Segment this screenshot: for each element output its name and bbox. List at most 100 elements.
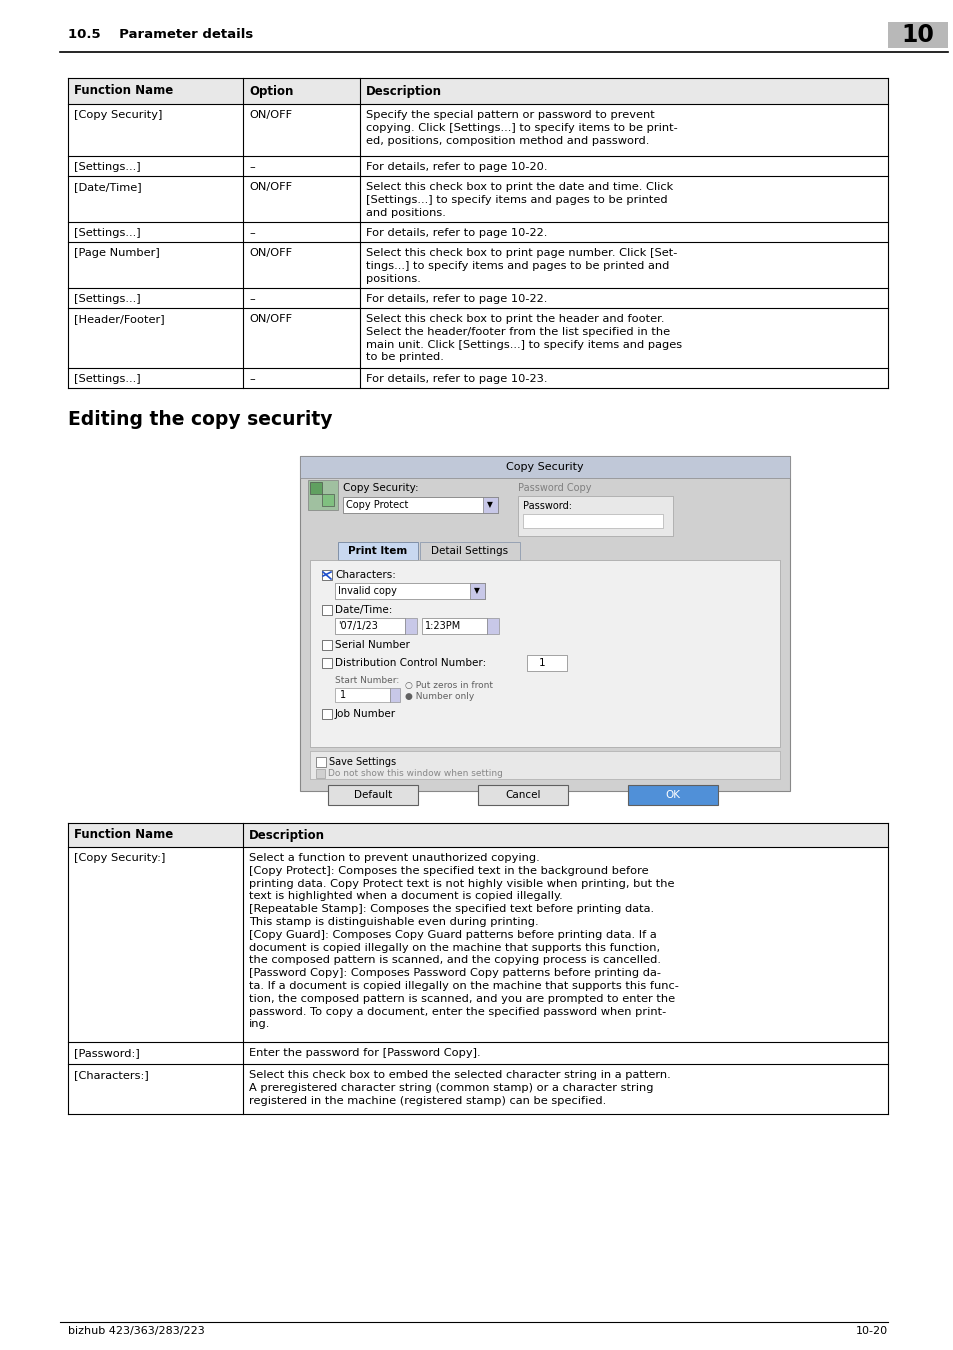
Text: [Date/Time]: [Date/Time] xyxy=(74,182,141,192)
Bar xyxy=(299,456,789,791)
Text: Select a function to prevent unauthorized copying.
[Copy Protect]: Composes the : Select a function to prevent unauthorize… xyxy=(249,853,679,1030)
Text: 10.5    Parameter details: 10.5 Parameter details xyxy=(68,28,253,42)
Text: [Settings...]: [Settings...] xyxy=(74,294,140,304)
Bar xyxy=(470,583,484,599)
Text: Copy Security: Copy Security xyxy=(506,462,583,472)
Text: Distribution Control Number:: Distribution Control Number: xyxy=(335,657,486,668)
Text: Select this check box to print the date and time. Click
[Settings...] to specify: Select this check box to print the date … xyxy=(366,182,673,217)
Text: Serial Number: Serial Number xyxy=(335,640,410,649)
Text: Job Number: Job Number xyxy=(335,709,395,720)
Text: For details, refer to page 10-22.: For details, refer to page 10-22. xyxy=(366,228,547,238)
Text: –: – xyxy=(249,162,254,171)
Text: [Header/Footer]: [Header/Footer] xyxy=(74,315,165,324)
Text: Copy Security:: Copy Security: xyxy=(343,483,418,493)
Text: Print Item: Print Item xyxy=(348,545,407,556)
Text: –: – xyxy=(249,374,254,383)
Bar xyxy=(322,605,332,616)
Bar xyxy=(522,514,662,528)
Text: ○ Put zeros in front: ○ Put zeros in front xyxy=(405,680,493,690)
Text: [Settings...]: [Settings...] xyxy=(74,162,140,171)
Bar xyxy=(421,618,486,634)
Text: Copy Protect: Copy Protect xyxy=(346,500,408,510)
Bar xyxy=(887,22,947,49)
Text: Function Name: Function Name xyxy=(74,85,173,97)
Text: 1:23PM: 1:23PM xyxy=(424,621,460,630)
Bar xyxy=(482,497,497,513)
Text: ON/OFF: ON/OFF xyxy=(249,315,292,324)
Text: [Settings...]: [Settings...] xyxy=(74,228,140,238)
Text: ● Number only: ● Number only xyxy=(405,693,474,701)
Text: –: – xyxy=(249,228,254,238)
Text: Enter the password for [Password Copy].: Enter the password for [Password Copy]. xyxy=(249,1048,480,1058)
Bar xyxy=(315,769,325,778)
Bar xyxy=(310,751,780,779)
Text: [Password:]: [Password:] xyxy=(74,1048,139,1058)
Text: OK: OK xyxy=(665,790,679,801)
Text: Cancel: Cancel xyxy=(505,790,540,801)
Text: Select this check box to print the header and footer.
Select the header/footer f: Select this check box to print the heade… xyxy=(366,315,681,362)
Text: Date/Time:: Date/Time: xyxy=(335,605,392,616)
Bar xyxy=(322,494,334,506)
Text: For details, refer to page 10-20.: For details, refer to page 10-20. xyxy=(366,162,547,171)
Bar xyxy=(526,655,566,671)
Text: Specify the special pattern or password to prevent
copying. Click [Settings...] : Specify the special pattern or password … xyxy=(366,109,677,146)
Text: [Page Number]: [Page Number] xyxy=(74,248,159,258)
Text: 1: 1 xyxy=(339,690,346,701)
Text: Select this check box to embed the selected character string in a pattern.
A pre: Select this check box to embed the selec… xyxy=(249,1071,670,1106)
Bar xyxy=(477,784,567,805)
Text: Default: Default xyxy=(354,790,392,801)
Text: ON/OFF: ON/OFF xyxy=(249,182,292,192)
Bar xyxy=(343,497,497,513)
Text: Function Name: Function Name xyxy=(74,829,173,841)
Bar xyxy=(315,757,326,767)
Text: Characters:: Characters: xyxy=(335,570,395,580)
Bar xyxy=(335,688,390,702)
Bar xyxy=(337,541,417,560)
Text: ▼: ▼ xyxy=(487,501,493,509)
Text: Editing the copy security: Editing the copy security xyxy=(68,410,333,429)
Text: [Characters:]: [Characters:] xyxy=(74,1071,149,1080)
Text: For details, refer to page 10-22.: For details, refer to page 10-22. xyxy=(366,294,547,304)
Text: For details, refer to page 10-23.: For details, refer to page 10-23. xyxy=(366,374,547,383)
Text: Invalid copy: Invalid copy xyxy=(337,586,396,595)
Text: Save Settings: Save Settings xyxy=(329,757,395,767)
Bar xyxy=(322,709,332,720)
Bar xyxy=(627,784,718,805)
Bar xyxy=(310,482,322,494)
Bar xyxy=(322,657,332,668)
Bar xyxy=(405,618,416,634)
Bar xyxy=(335,618,405,634)
Bar xyxy=(517,495,672,536)
Text: 10: 10 xyxy=(901,23,933,47)
Text: ON/OFF: ON/OFF xyxy=(249,109,292,120)
Bar xyxy=(299,456,789,478)
Bar xyxy=(322,570,332,580)
Text: '07/1/23: '07/1/23 xyxy=(337,621,377,630)
Text: bizhub 423/363/283/223: bizhub 423/363/283/223 xyxy=(68,1326,205,1336)
Bar xyxy=(390,688,399,702)
Bar xyxy=(308,481,337,510)
Text: Description: Description xyxy=(249,829,325,841)
Bar xyxy=(310,560,780,747)
Text: [Copy Security:]: [Copy Security:] xyxy=(74,853,165,863)
Text: 1: 1 xyxy=(538,657,545,668)
Text: [Settings...]: [Settings...] xyxy=(74,374,140,383)
Text: 10-20: 10-20 xyxy=(855,1326,887,1336)
Text: Start Number:: Start Number: xyxy=(335,676,399,684)
Bar xyxy=(68,78,887,104)
Text: Description: Description xyxy=(366,85,441,97)
Bar xyxy=(419,541,519,560)
Bar xyxy=(335,583,484,599)
Text: Password:: Password: xyxy=(522,501,572,512)
Text: ▼: ▼ xyxy=(474,586,479,595)
Text: –: – xyxy=(249,294,254,304)
Bar xyxy=(322,640,332,649)
Bar xyxy=(328,784,417,805)
Text: Select this check box to print page number. Click [Set-
tings...] to specify ite: Select this check box to print page numb… xyxy=(366,248,677,284)
Text: Password Copy: Password Copy xyxy=(517,483,591,493)
Bar xyxy=(486,618,498,634)
Bar xyxy=(68,824,887,846)
Text: Option: Option xyxy=(249,85,294,97)
Text: Detail Settings: Detail Settings xyxy=(431,545,508,556)
Text: ON/OFF: ON/OFF xyxy=(249,248,292,258)
